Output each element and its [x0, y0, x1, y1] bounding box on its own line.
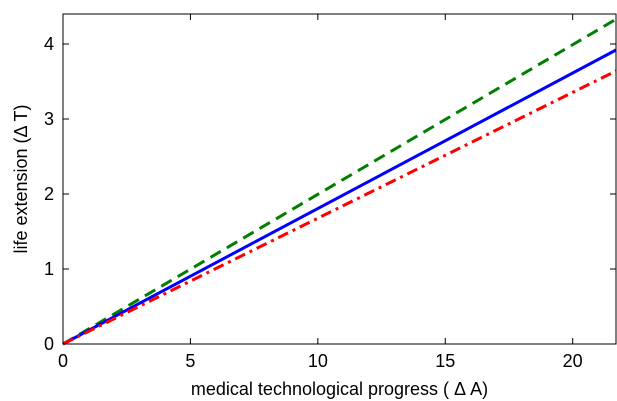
x-tick-label: 20 — [563, 351, 583, 371]
series-line-solid — [62, 48, 617, 346]
x-axis-label: medical technological progress ( Δ A) — [191, 379, 488, 399]
y-tick-label: 3 — [44, 109, 54, 129]
x-tick-label: 10 — [308, 351, 328, 371]
y-tick-label: 2 — [44, 184, 54, 204]
y-tick-label: 0 — [44, 334, 54, 354]
x-tick-label: 5 — [185, 351, 195, 371]
y-tick-label: 4 — [44, 34, 54, 54]
plot-frame — [62, 13, 617, 345]
x-axis: 0 5 10 15 20 — [58, 14, 583, 371]
x-tick-label: 15 — [435, 351, 455, 371]
y-axis: 0 1 2 3 4 — [44, 34, 616, 354]
x-tick-label: 0 — [58, 351, 68, 371]
series-line-dashed — [62, 17, 617, 346]
y-tick-label: 1 — [44, 259, 54, 279]
series-layer — [62, 17, 617, 346]
series-line-dash-dot — [62, 69, 617, 346]
y-axis-label: life extension (Δ T) — [11, 104, 31, 253]
